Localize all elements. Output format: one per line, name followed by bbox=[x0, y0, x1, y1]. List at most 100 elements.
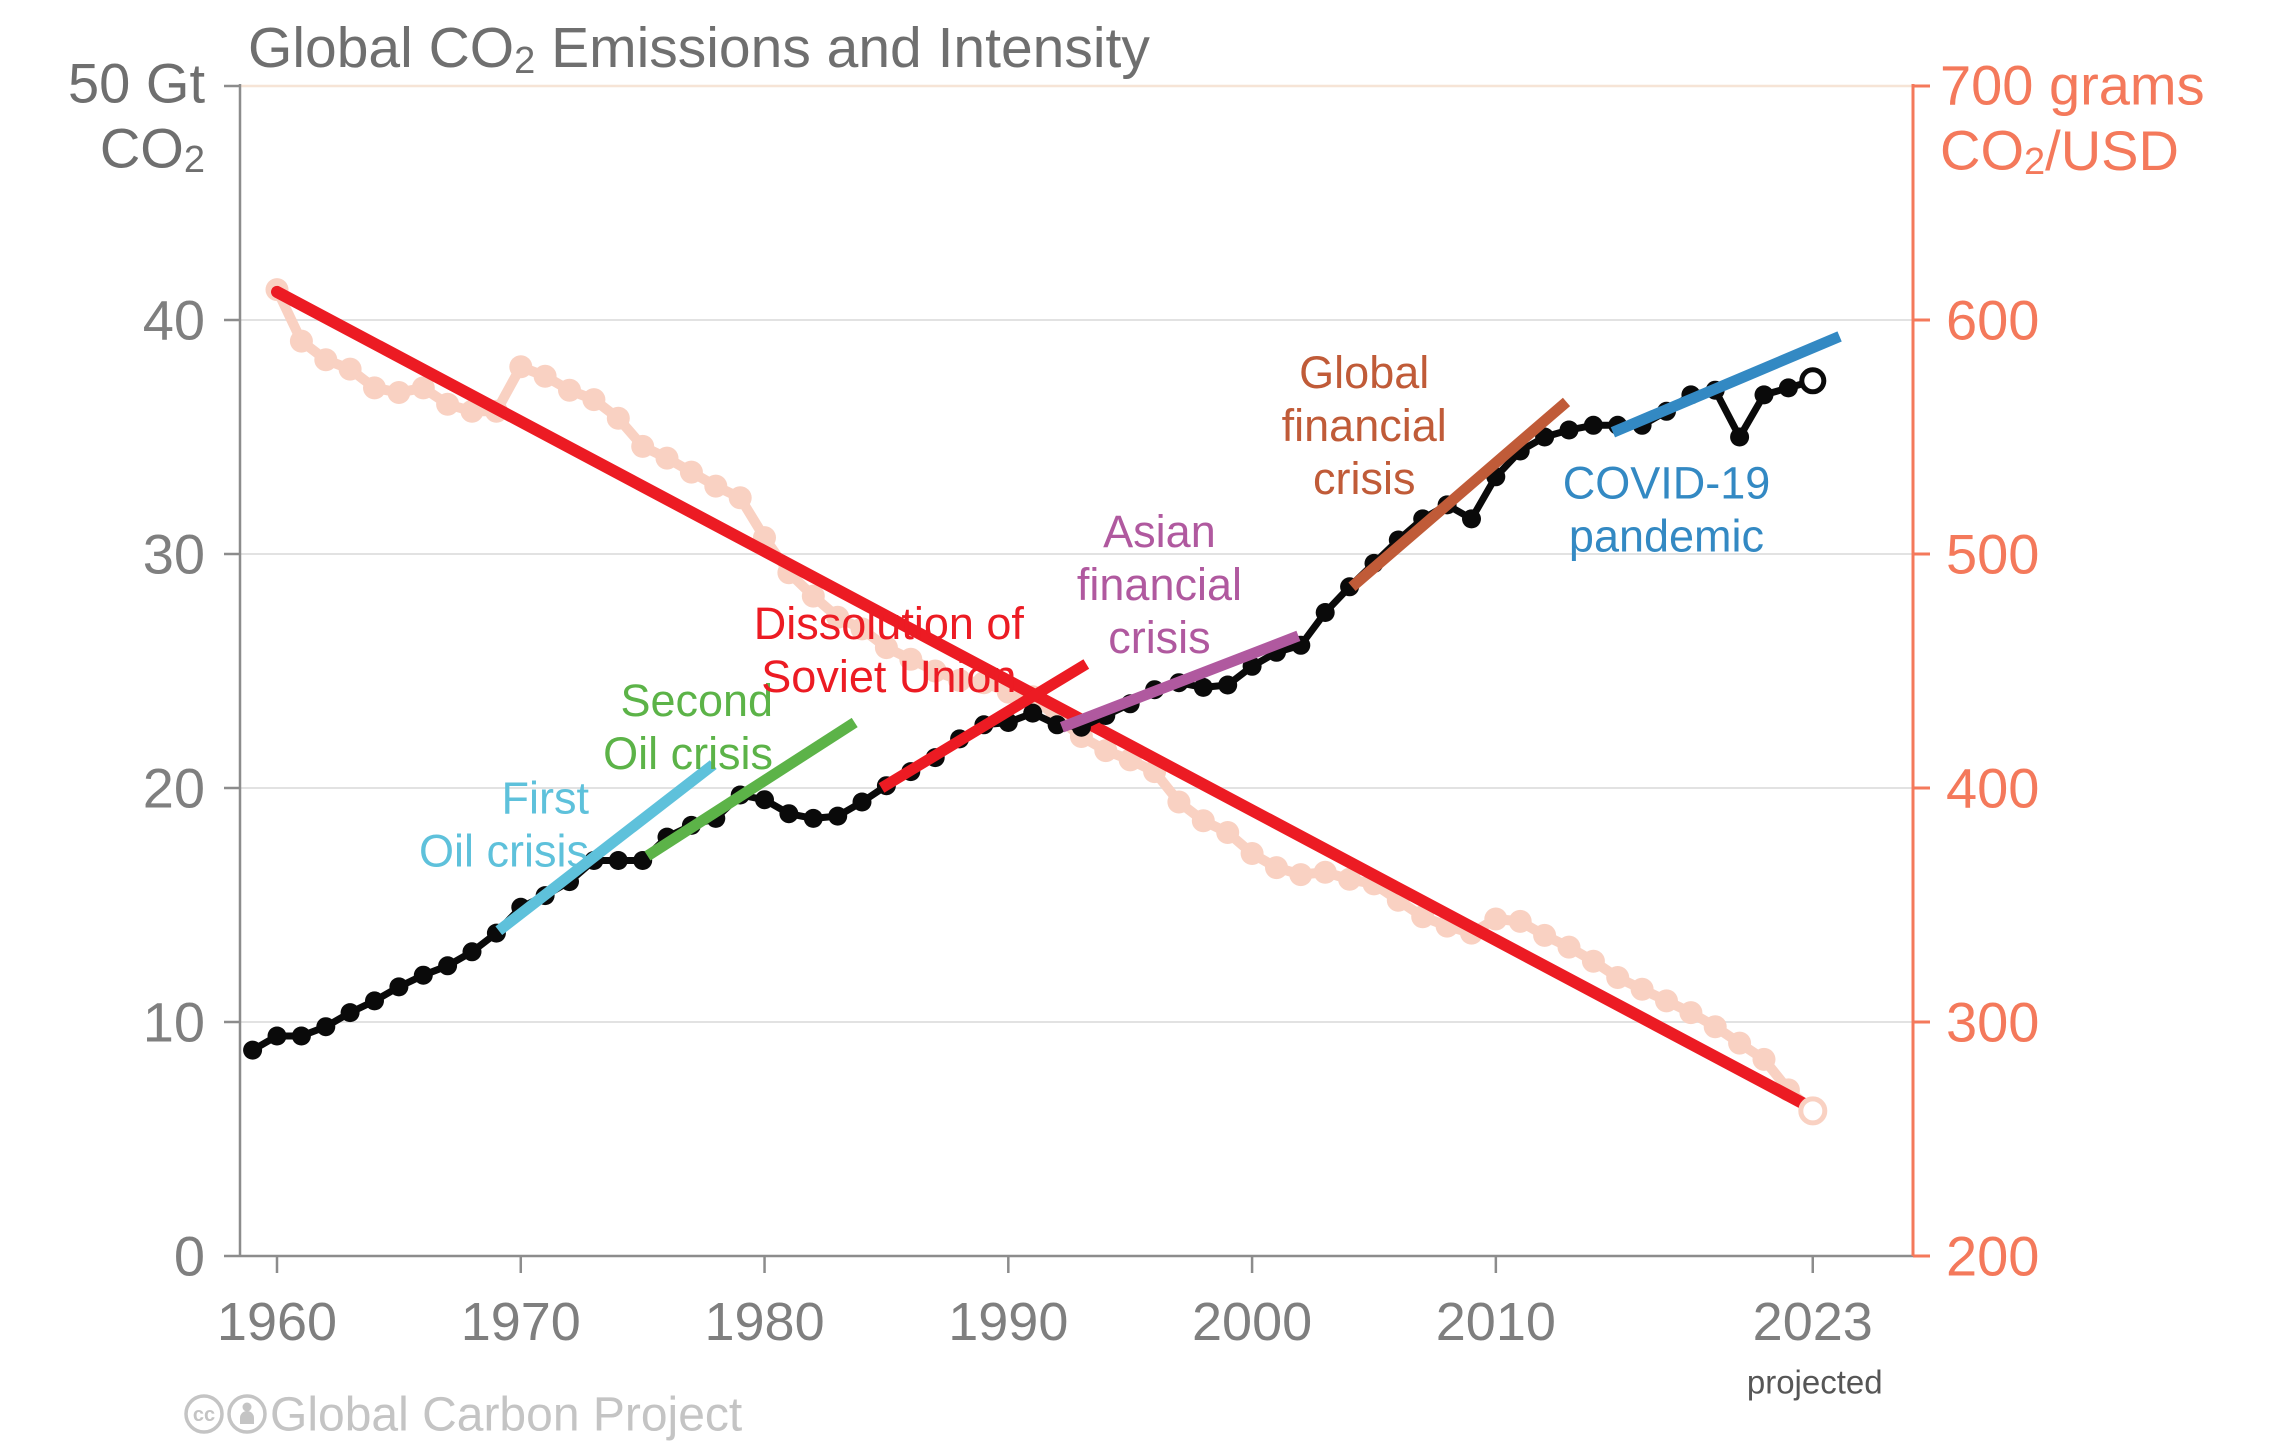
carbon-intensity-point bbox=[558, 378, 581, 402]
carbon-intensity-point bbox=[314, 348, 338, 372]
asian-financial-crisis-trend bbox=[1059, 630, 1301, 733]
carbon-intensity-point bbox=[850, 617, 874, 641]
emissions-point bbox=[1583, 415, 1603, 435]
carbon-intensity-point bbox=[655, 446, 679, 470]
carbon-intensity-point bbox=[1533, 923, 1557, 947]
attribution-person-icon bbox=[227, 1394, 267, 1434]
carbon-intensity-point bbox=[923, 659, 947, 683]
carbon-intensity-point bbox=[1752, 1047, 1776, 1071]
emissions-point bbox=[1754, 385, 1774, 405]
carbon-intensity-point bbox=[533, 364, 557, 388]
global-financial-crisis-label: financial bbox=[1282, 400, 1447, 451]
carbon-intensity-point bbox=[874, 636, 898, 660]
emissions-point bbox=[1218, 675, 1238, 695]
carbon-intensity-point bbox=[704, 474, 728, 498]
emissions-point bbox=[1023, 703, 1043, 723]
carbon-intensity-point bbox=[1557, 935, 1581, 959]
carbon-intensity-point bbox=[460, 399, 484, 423]
left-axis-unit-line1: 50 Gt bbox=[68, 52, 205, 115]
cc-icon-letters: cc bbox=[193, 1404, 215, 1426]
carbon-intensity-point bbox=[1606, 966, 1630, 989]
carbon-intensity-point bbox=[1338, 867, 1362, 891]
carbon-intensity-point bbox=[1167, 790, 1191, 814]
right-axis-unit-line2: CO2/USD bbox=[1940, 119, 2179, 184]
carbon-intensity-point bbox=[1728, 1031, 1752, 1055]
soviet-dissolution-label: Dissolution of bbox=[754, 598, 1025, 649]
x-tick-label: 2000 bbox=[1192, 1292, 1312, 1352]
carbon-intensity-point bbox=[1216, 821, 1240, 844]
carbon-intensity-point bbox=[363, 376, 386, 400]
carbon-intensity-point bbox=[1313, 860, 1337, 884]
emissions-point bbox=[267, 1026, 287, 1046]
right-tick-label: 200 bbox=[1946, 1225, 2039, 1288]
footer-credit: Global Carbon Project bbox=[270, 1389, 742, 1442]
asian-financial-crisis-label: financial bbox=[1077, 559, 1242, 610]
covid-pandemic-label: pandemic bbox=[1569, 511, 1764, 562]
carbon-intensity-point bbox=[436, 392, 460, 416]
carbon-intensity-point bbox=[1265, 856, 1288, 880]
emissions-point bbox=[413, 965, 433, 985]
carbon-intensity-point bbox=[1703, 1015, 1727, 1039]
emissions-point bbox=[1242, 656, 1262, 676]
chart-title: Global CO2 Emissions and Intensity bbox=[248, 16, 1150, 82]
left-axis-unit-line2: CO2 bbox=[100, 117, 205, 182]
emissions-point bbox=[243, 1040, 263, 1060]
x-tick-label: 2010 bbox=[1436, 1292, 1556, 1352]
carbon-intensity-projected-point bbox=[1798, 1096, 1828, 1126]
asian-financial-crisis-label: Asian bbox=[1103, 506, 1216, 557]
carbon-intensity-point bbox=[1630, 977, 1654, 1001]
global-financial-crisis-trend bbox=[1348, 397, 1571, 591]
global-financial-crisis-label: Global bbox=[1299, 347, 1429, 398]
right-tick-label: 400 bbox=[1946, 757, 2039, 820]
emissions-point bbox=[1535, 427, 1555, 447]
x-tick-label: 1990 bbox=[948, 1292, 1068, 1352]
left-tick-label: 40 bbox=[143, 289, 205, 352]
carbon-intensity-point bbox=[411, 376, 435, 400]
emissions-point bbox=[1730, 427, 1750, 447]
carbon-intensity-point bbox=[679, 460, 703, 484]
carbon-intensity-point bbox=[1679, 1001, 1703, 1025]
first-oil-crisis-label: First bbox=[502, 772, 590, 823]
emissions-point bbox=[1047, 715, 1067, 735]
carbon-intensity-point bbox=[338, 357, 362, 381]
emissions-point bbox=[779, 804, 799, 824]
emissions-projected-point bbox=[1799, 367, 1827, 395]
emissions-point bbox=[1559, 420, 1579, 440]
projected-note: projected bbox=[1747, 1364, 1883, 1401]
emissions-point bbox=[365, 991, 384, 1011]
x-tick-label: 2023 bbox=[1753, 1292, 1873, 1352]
carbon-intensity-point bbox=[826, 605, 850, 629]
carbon-intensity-point bbox=[1655, 989, 1678, 1013]
carbon-intensity-point bbox=[387, 381, 411, 404]
emissions-point bbox=[1193, 677, 1213, 697]
intensity-trend-line bbox=[271, 285, 1819, 1115]
second-oil-crisis-label: Second bbox=[620, 675, 773, 726]
carbon-intensity-point bbox=[1240, 842, 1264, 865]
emissions-point bbox=[755, 790, 774, 810]
emissions-point bbox=[852, 792, 872, 812]
left-tick-label: 0 bbox=[174, 1225, 205, 1288]
right-axis-unit-line1: 700 grams bbox=[1940, 54, 2205, 117]
emissions-point bbox=[1778, 378, 1798, 398]
carbon-intensity-point bbox=[509, 355, 533, 379]
emissions-point bbox=[1462, 509, 1481, 529]
carbon-intensity-point bbox=[948, 668, 972, 692]
carbon-intensity-series-line bbox=[272, 287, 1817, 1115]
emissions-point bbox=[316, 1017, 336, 1037]
right-tick-label: 500 bbox=[1946, 523, 2039, 586]
second-oil-crisis-trend bbox=[644, 717, 858, 861]
first-oil-crisis-trend bbox=[495, 760, 717, 936]
left-tick-label: 10 bbox=[143, 991, 205, 1054]
carbon-intensity-point bbox=[899, 647, 923, 671]
right-tick-label: 600 bbox=[1946, 289, 2039, 352]
carbon-intensity-point bbox=[1094, 739, 1118, 763]
emissions-point bbox=[608, 851, 628, 870]
carbon-intensity-point bbox=[801, 584, 825, 608]
emissions-point bbox=[828, 806, 848, 826]
covid-pandemic-trend bbox=[1610, 331, 1842, 438]
carbon-intensity-point bbox=[1191, 809, 1215, 833]
carbon-intensity-point bbox=[631, 434, 655, 458]
soviet-dissolution-trend bbox=[878, 659, 1090, 793]
